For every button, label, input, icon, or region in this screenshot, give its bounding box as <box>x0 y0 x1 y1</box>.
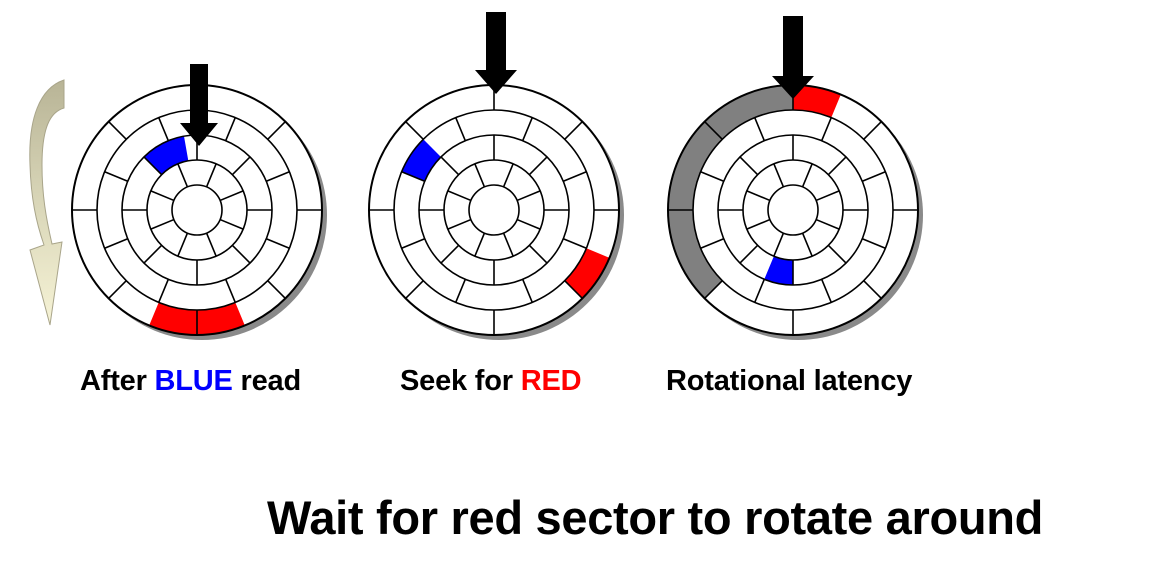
blue-sector <box>764 256 793 285</box>
spindle-hole <box>468 184 520 236</box>
page-title: Wait for red sector to rotate around <box>267 491 1044 544</box>
caption-red-word: RED <box>520 365 582 397</box>
head-arrow-icon-3 <box>772 16 814 99</box>
disk-seek-for-red <box>368 84 624 340</box>
head-arrow-icon-2 <box>475 12 517 94</box>
blue-sector <box>143 136 189 175</box>
caption-blue-word: BLUE <box>154 365 233 397</box>
spindle-hole <box>767 184 819 236</box>
red-sector <box>793 85 841 118</box>
sector-lines <box>668 85 918 335</box>
red-sector <box>564 248 610 299</box>
track-circle <box>692 109 894 311</box>
track-circle <box>418 134 570 286</box>
head-arrow-icon-1 <box>180 64 218 146</box>
sector-lines <box>369 85 619 335</box>
track-circle <box>443 159 545 261</box>
spindle-hole <box>171 184 223 236</box>
caption-after-blue-read: After BLUE read <box>80 365 302 397</box>
track-circle <box>717 134 869 286</box>
sector-lines <box>72 85 322 335</box>
track-circle <box>146 159 248 261</box>
caption-seek-for-red: Seek for RED <box>400 365 582 397</box>
blue-sector <box>401 139 441 182</box>
track-circle <box>393 109 595 311</box>
track-circle <box>742 159 844 261</box>
curved-rotation-arrow-icon <box>29 79 65 326</box>
caption-rotational-latency: Rotational latency <box>666 365 913 397</box>
disk-rotational-latency <box>667 84 923 340</box>
